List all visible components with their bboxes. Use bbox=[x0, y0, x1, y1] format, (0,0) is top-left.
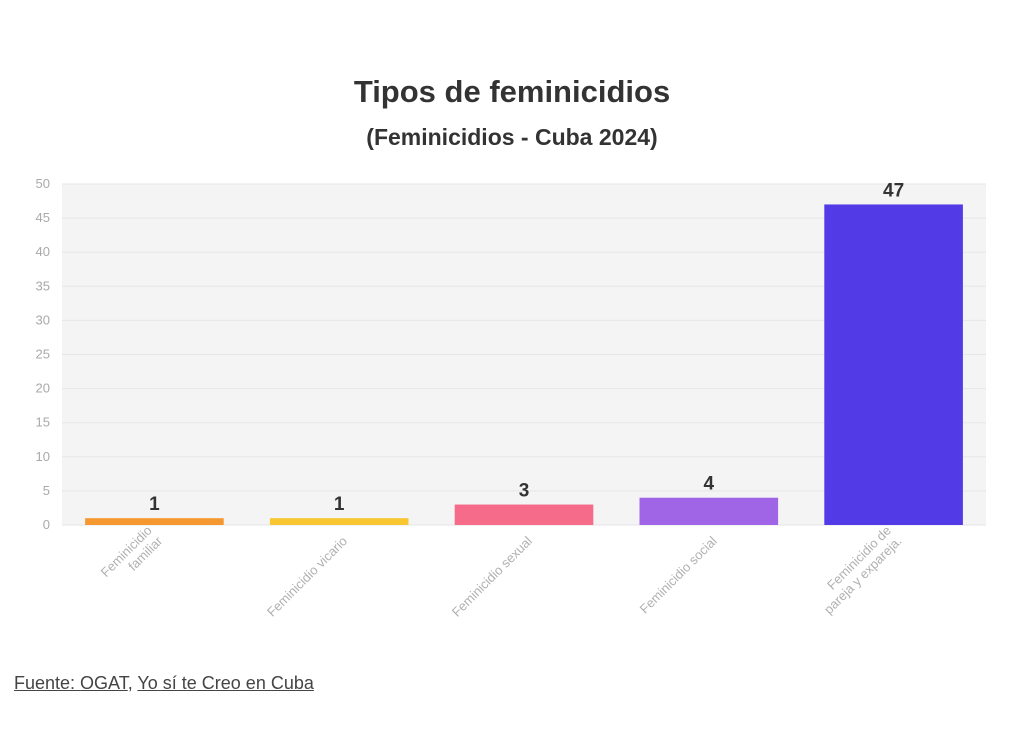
data-label: 1 bbox=[149, 494, 160, 515]
y-tick-label: 5 bbox=[43, 483, 50, 498]
data-label: 3 bbox=[519, 481, 530, 502]
y-tick-label: 0 bbox=[43, 517, 50, 532]
y-tick-label: 10 bbox=[36, 449, 50, 464]
y-tick-label: 40 bbox=[36, 244, 50, 259]
x-tick-label: Feminicidio sexual bbox=[449, 533, 535, 619]
data-label: 47 bbox=[883, 180, 904, 201]
bar bbox=[824, 204, 963, 525]
y-tick-label: 20 bbox=[36, 381, 50, 396]
chart-subtitle: (Feminicidios - Cuba 2024) bbox=[366, 124, 658, 150]
y-axis: 0 5 10 15 20 25 30 35 40 45 50 bbox=[36, 176, 50, 532]
source-separator: , bbox=[127, 673, 138, 693]
y-tick-label: 50 bbox=[36, 176, 50, 191]
data-labels: 1 1 3 4 47 bbox=[149, 180, 904, 515]
bars bbox=[85, 204, 963, 525]
source-note: Fuente: OGAT, Yo sí te Creo en Cuba bbox=[14, 673, 314, 694]
x-tick-label-line: Feminicidio vicario bbox=[264, 533, 350, 619]
bar bbox=[85, 518, 224, 525]
y-tick-label: 15 bbox=[36, 415, 50, 430]
y-tick-label: 30 bbox=[36, 312, 50, 327]
y-tick-label: 45 bbox=[36, 210, 50, 225]
y-tick-label: 25 bbox=[36, 347, 50, 362]
bar bbox=[454, 504, 594, 525]
x-tick-label-line: Feminicidio social bbox=[637, 533, 720, 616]
x-tick-label: Feminicidio vicario bbox=[264, 533, 350, 619]
bar bbox=[639, 497, 779, 525]
bar bbox=[269, 518, 409, 525]
source-link-fuente[interactable]: Fuente: OGAT bbox=[14, 673, 128, 693]
source-link-ogat: OGAT bbox=[80, 673, 128, 693]
source-link-yosi[interactable]: Yo sí te Creo en Cuba bbox=[137, 673, 314, 693]
source-prefix: Fuente: bbox=[14, 673, 81, 693]
data-label: 4 bbox=[704, 474, 715, 495]
bar-chart: 0 5 10 15 20 25 30 35 40 45 50 1 1 3 4 47 Feminicidiof… bbox=[36, 176, 986, 620]
x-tick-label: Feminicidio social bbox=[637, 533, 720, 616]
data-label: 1 bbox=[334, 494, 345, 515]
y-tick-label: 35 bbox=[36, 278, 50, 293]
chart-title: Tipos de feminicidios bbox=[353, 74, 671, 109]
x-tick-label-line: Feminicidio sexual bbox=[449, 533, 535, 619]
